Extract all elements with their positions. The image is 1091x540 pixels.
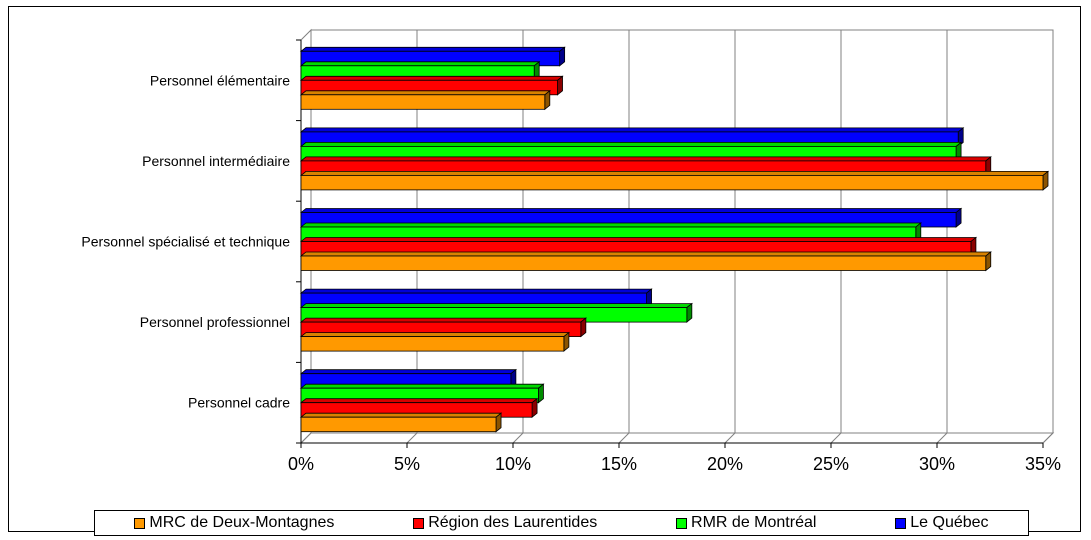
legend-item: RMR de Montréal: [676, 514, 816, 532]
bar-top: [299, 127, 965, 133]
legend: MRC de Deux-Montagnes Région des Laurenti…: [94, 510, 1029, 536]
floor: [299, 432, 1055, 444]
bar: [299, 331, 571, 352]
bar-top: [299, 383, 545, 389]
bar-top: [299, 46, 566, 52]
bar-top: [299, 369, 518, 375]
gridline-floor: [406, 432, 418, 444]
x-tick-label: 10%: [495, 454, 531, 474]
bar: [299, 170, 1050, 191]
bar-top: [299, 412, 503, 418]
bar: [299, 412, 503, 433]
category-labels: Personnel élémentaire Personnel intermédi…: [81, 72, 290, 410]
legend-item: Région des Laurentides: [413, 514, 597, 532]
gridline-floor: [512, 432, 524, 444]
bar: [299, 89, 551, 111]
category-label: Personnel cadre: [188, 395, 290, 411]
x-tick-label: 0%: [288, 454, 314, 474]
x-tick-label: 20%: [707, 454, 743, 474]
category-label: Personnel spécialisé et technique: [81, 234, 290, 250]
legend-item: Le Québec: [895, 514, 989, 532]
legend-label: RMR de Montréal: [691, 514, 817, 531]
bar-top: [299, 332, 571, 338]
bar-top: [299, 288, 653, 294]
bar-top: [299, 156, 992, 162]
bar-front: [300, 94, 546, 110]
bar-top: [299, 222, 922, 228]
category-label: Personnel professionnel: [140, 314, 290, 330]
bar-top: [299, 170, 1050, 176]
legend-swatch: [676, 517, 688, 529]
bar-top: [299, 208, 963, 213]
bar-top: [299, 90, 551, 96]
tick-labels: 0% 5% 10% 15% 20% 25% 30% 35%: [288, 454, 1061, 474]
gridline-floor: [936, 432, 948, 444]
legend-label: MRC de Deux-Montagnes: [149, 514, 335, 531]
gridline-floor: [300, 432, 312, 444]
x-tick-label: 25%: [813, 454, 849, 474]
bar-front: [300, 174, 1044, 191]
bar-top: [299, 317, 587, 323]
bar-top: [299, 237, 978, 242]
gridline-floor: [724, 432, 736, 444]
legend-swatch: [134, 517, 146, 529]
gridline-floor: [1042, 432, 1054, 444]
legend-item: MRC de Deux-Montagnes: [134, 514, 334, 532]
legend-swatch: [413, 517, 425, 529]
bar-top: [299, 141, 963, 147]
bar-front: [300, 336, 565, 352]
x-tick-label: 35%: [1025, 454, 1061, 474]
bar-top: [299, 251, 992, 257]
legend-label: Le Québec: [910, 514, 989, 531]
x-tick-label: 5%: [394, 454, 420, 474]
bar-top: [299, 303, 693, 309]
x-tick-label: 15%: [601, 454, 637, 474]
bar-top: [299, 75, 564, 81]
category-label: Personnel élémentaire: [150, 72, 290, 88]
bars: [299, 46, 1050, 433]
category-label: Personnel intermédiaire: [142, 153, 290, 169]
legend-swatch: [895, 517, 907, 529]
gridline-floor: [618, 432, 630, 444]
bar-top: [299, 61, 541, 67]
bar-top: [299, 398, 539, 404]
bar-front: [300, 255, 987, 271]
legend-label: Région des Laurentides: [428, 514, 598, 531]
x-tick-label: 30%: [919, 454, 955, 474]
gridline-floor: [830, 432, 842, 444]
bar-front: [300, 416, 497, 433]
bar: [299, 251, 992, 272]
